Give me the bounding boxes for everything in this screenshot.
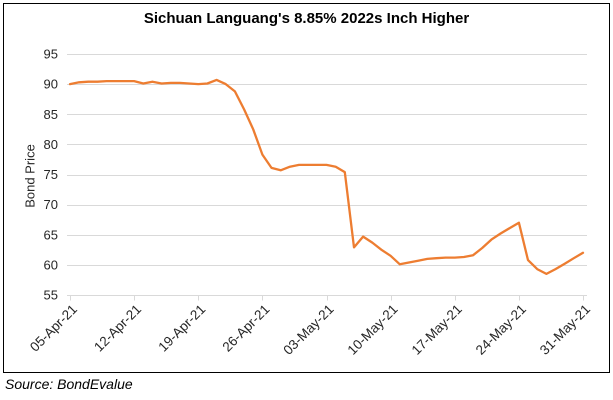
y-axis-tick-labels: 55 60 65 70 75 80 85 90 95: [44, 47, 58, 303]
x-axis-tick-labels: 05-Apr-21 12-Apr-21 19-Apr-21 26-Apr-21 03-M…: [27, 302, 593, 358]
source-note: Source: BondEvalue: [5, 376, 133, 392]
svg-text:17-May-21: 17-May-21: [409, 302, 465, 358]
svg-text:75: 75: [44, 167, 58, 182]
svg-text:03-May-21: 03-May-21: [280, 302, 336, 358]
svg-text:12-Apr-21: 12-Apr-21: [91, 302, 144, 355]
gridlines: [67, 54, 587, 296]
svg-text:55: 55: [44, 288, 58, 303]
svg-text:60: 60: [44, 257, 58, 272]
price-line: [68, 78, 585, 276]
svg-text:31-May-21: 31-May-21: [537, 302, 593, 358]
x-axis-ticks: [70, 295, 584, 301]
svg-text:80: 80: [44, 137, 58, 152]
svg-text:10-May-21: 10-May-21: [344, 302, 400, 358]
chart-border-box: [3, 3, 610, 373]
svg-text:24-May-21: 24-May-21: [473, 302, 529, 358]
chart-title: Sichuan Languang's 8.85% 2022s Inch High…: [143, 10, 470, 27]
svg-text:26-Apr-21: 26-Apr-21: [219, 302, 272, 355]
svg-text:95: 95: [44, 47, 58, 62]
svg-text:65: 65: [44, 227, 58, 242]
svg-text:05-Apr-21: 05-Apr-21: [27, 302, 80, 355]
svg-text:90: 90: [44, 77, 58, 92]
svg-text:85: 85: [44, 107, 58, 122]
svg-text:70: 70: [44, 197, 58, 212]
svg-text:19-Apr-21: 19-Apr-21: [155, 302, 208, 355]
